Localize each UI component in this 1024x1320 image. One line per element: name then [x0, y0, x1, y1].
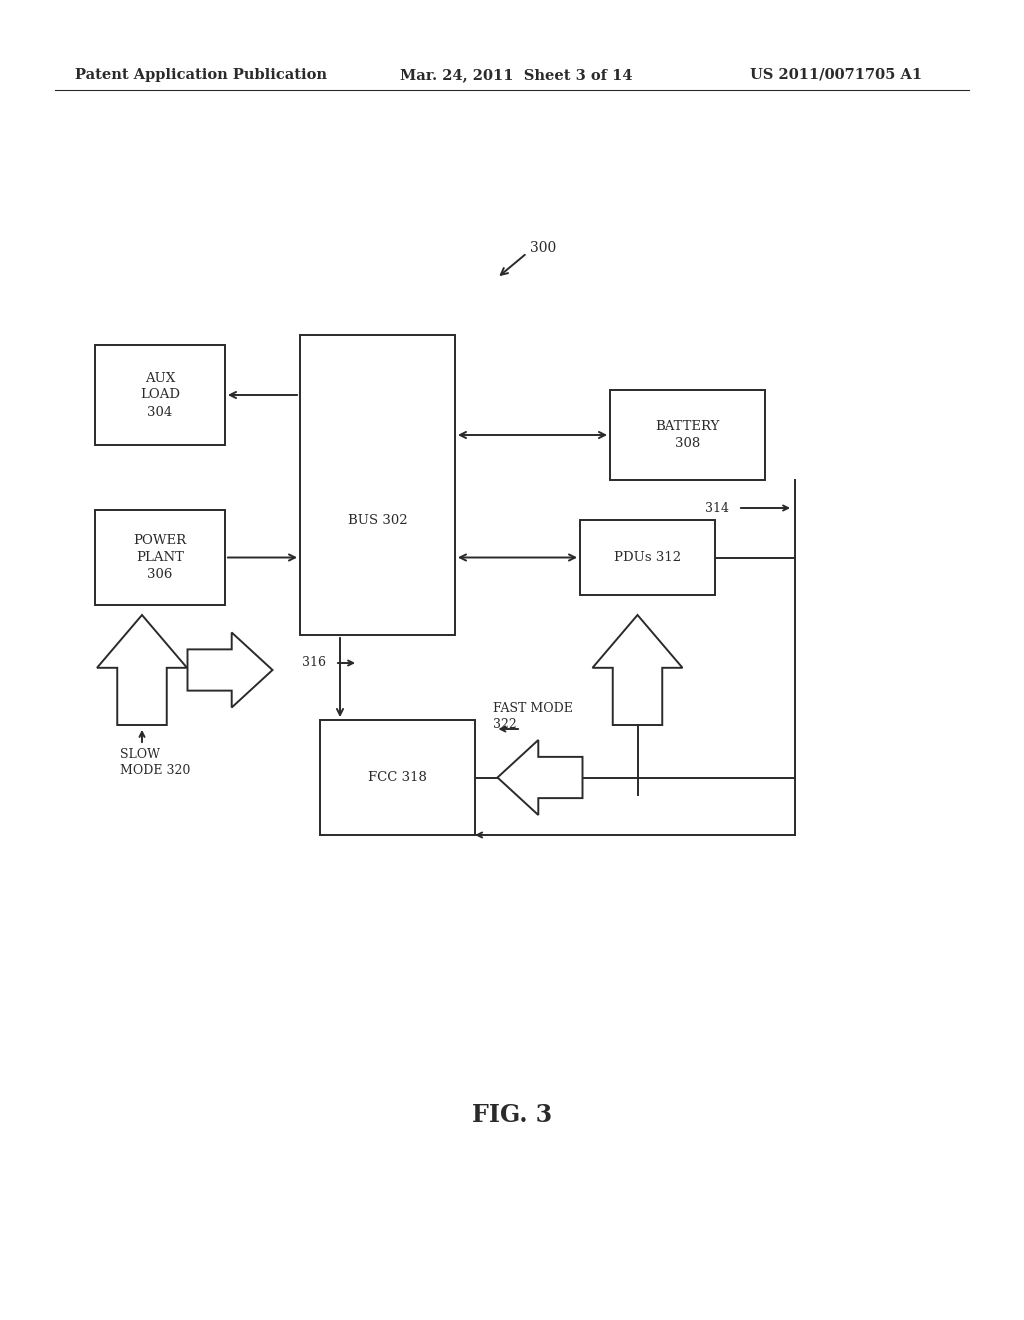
- Text: 300: 300: [530, 242, 556, 255]
- Bar: [95, 510, 225, 605]
- Text: POWER
PLANT
306: POWER PLANT 306: [133, 535, 186, 581]
- Text: BUS 302: BUS 302: [348, 515, 408, 528]
- Text: 322: 322: [493, 718, 517, 731]
- Bar: [580, 520, 715, 595]
- Text: 316: 316: [302, 656, 326, 669]
- Bar: [300, 335, 455, 635]
- Text: SLOW
MODE 320: SLOW MODE 320: [120, 748, 190, 777]
- Text: FIG. 3: FIG. 3: [472, 1104, 552, 1127]
- Bar: [319, 719, 475, 836]
- Text: PDUs 312: PDUs 312: [614, 550, 681, 564]
- Text: US 2011/0071705 A1: US 2011/0071705 A1: [750, 69, 923, 82]
- Text: Mar. 24, 2011  Sheet 3 of 14: Mar. 24, 2011 Sheet 3 of 14: [400, 69, 633, 82]
- Text: FAST MODE: FAST MODE: [493, 702, 572, 715]
- Text: FCC 318: FCC 318: [368, 771, 427, 784]
- Text: BATTERY
308: BATTERY 308: [655, 420, 720, 450]
- Bar: [95, 345, 225, 445]
- Text: AUX
LOAD
304: AUX LOAD 304: [140, 371, 180, 418]
- Text: Patent Application Publication: Patent Application Publication: [75, 69, 327, 82]
- Bar: [610, 389, 765, 480]
- Text: 314: 314: [705, 502, 729, 515]
